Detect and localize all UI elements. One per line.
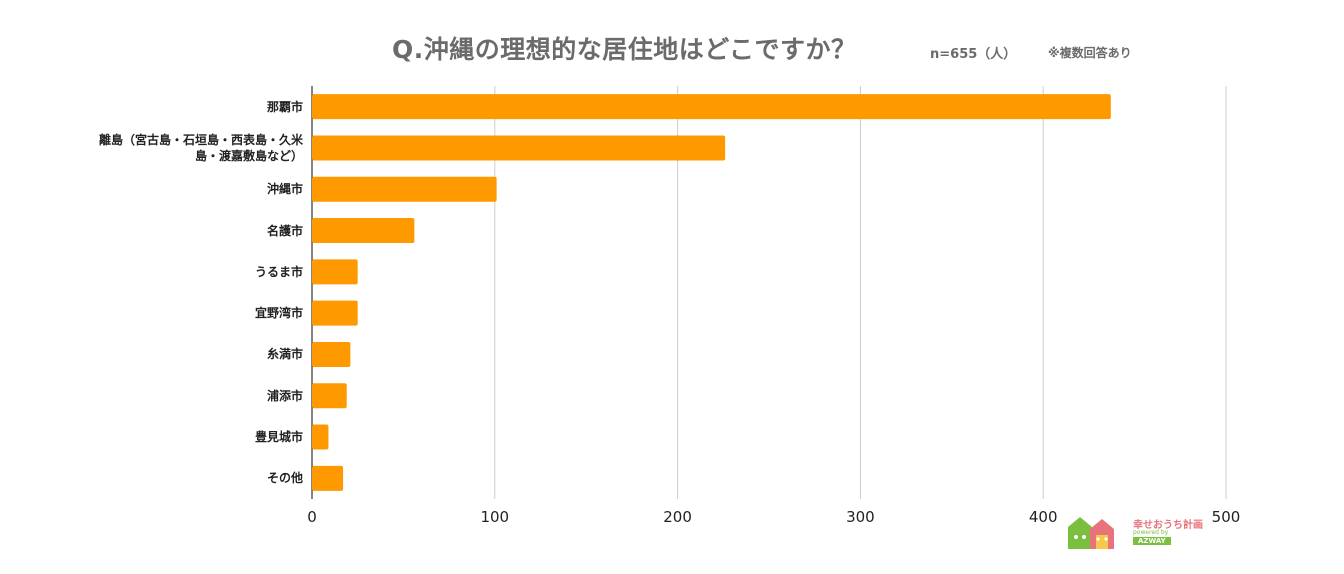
bar-4 — [312, 259, 358, 285]
bar-0 — [312, 94, 1111, 120]
logo-powered-text: powered by — [1133, 529, 1169, 536]
category-label-0: 那覇市 — [63, 99, 303, 115]
category-label-line: 那覇市 — [266, 99, 303, 114]
azway-logo-icon — [1068, 517, 1114, 549]
category-label-line: 豊見城市 — [254, 430, 303, 445]
logo-brand-text: 幸せおうち計画 — [1133, 520, 1203, 531]
category-label-line: 糸満市 — [266, 347, 303, 362]
category-label-line: 離島（宮古島・石垣島・西表島・久米 — [98, 132, 303, 147]
category-label-8: 豊見城市 — [63, 429, 303, 445]
bar-3 — [312, 218, 415, 244]
logo-azway-text: AZWAY — [1133, 537, 1171, 545]
bar-9 — [312, 465, 344, 491]
category-label-1: 離島（宮古島・石垣島・西表島・久米 島・渡嘉敷島など） — [63, 132, 303, 164]
category-label-3: 名護市 — [63, 223, 303, 239]
x-tick-label-500: 500 — [1211, 508, 1241, 526]
x-tick-label-200: 200 — [663, 508, 692, 526]
x-tick-label-400: 400 — [1028, 508, 1058, 526]
bar-5 — [312, 300, 358, 326]
category-label-line: 宜野湾市 — [254, 306, 303, 321]
bar-1 — [312, 135, 726, 161]
category-label-line: 名護市 — [266, 223, 303, 238]
category-label-4: うるま市 — [63, 264, 303, 280]
multiple-answer-note: ※複数回答あり — [1048, 46, 1132, 60]
category-label-line: その他 — [266, 471, 303, 486]
x-tick-label-300: 300 — [846, 508, 875, 526]
sample-size-note: n=655（人） — [930, 47, 1017, 62]
x-tick-label-0: 0 — [307, 508, 317, 526]
chart-title: Q.沖縄の理想的な居住地はどこですか？ — [392, 35, 857, 64]
category-label-5: 宜野湾市 — [63, 305, 303, 321]
category-label-line: 浦添市 — [266, 388, 303, 403]
x-tick-label-100: 100 — [480, 508, 510, 526]
category-label-2: 沖縄市 — [63, 181, 303, 197]
bar-2 — [312, 176, 497, 202]
bar-6 — [312, 341, 351, 367]
bar-7 — [312, 383, 347, 409]
category-label-6: 糸満市 — [63, 346, 303, 362]
category-label-line: うるま市 — [254, 264, 303, 279]
category-label-line: 沖縄市 — [266, 182, 303, 197]
category-label-9: その他 — [63, 470, 303, 486]
category-label-7: 浦添市 — [63, 388, 303, 404]
category-label-line: 島・渡嘉敷島など） — [194, 148, 303, 163]
bar-8 — [312, 424, 329, 450]
